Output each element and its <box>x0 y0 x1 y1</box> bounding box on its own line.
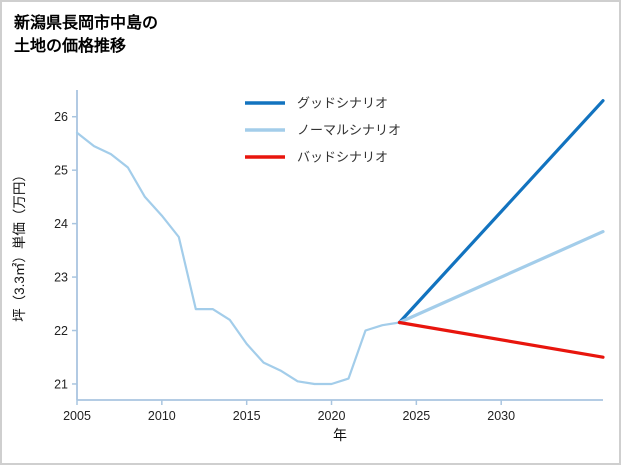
legend-label-good: グッドシナリオ <box>297 96 388 111</box>
x-tick-label-2020: 2020 <box>318 409 346 423</box>
x-tick-label-2025: 2025 <box>402 409 430 423</box>
y-tick-label-21: 21 <box>54 377 68 391</box>
x-tick-label-2015: 2015 <box>233 409 261 423</box>
chart-title: 新潟県長岡市中島の 土地の価格推移 <box>14 12 158 58</box>
x-tick-label-2030: 2030 <box>487 409 515 423</box>
series-line-history <box>75 131 401 386</box>
series-line-bad <box>397 320 605 359</box>
y-tick-label-24: 24 <box>54 217 68 231</box>
x-tick-label-2005: 2005 <box>63 409 91 423</box>
y-tick-label-22: 22 <box>54 324 68 338</box>
y-tick-label-23: 23 <box>54 271 68 285</box>
x-tick-label-2010: 2010 <box>148 409 176 423</box>
y-tick-label-26: 26 <box>54 110 68 124</box>
chart-title-line1: 新潟県長岡市中島の <box>14 15 159 32</box>
legend-label-bad: バッドシナリオ <box>297 150 388 165</box>
series-line-normal <box>397 230 605 325</box>
chart-title-line2: 土地の価格推移 <box>14 38 127 56</box>
x-axis-label: 年 <box>333 427 347 443</box>
y-tick-label-25: 25 <box>54 164 68 178</box>
y-axis-label: 坪（3.3㎡）単価（万円） <box>12 168 27 322</box>
series-line-good <box>397 99 605 325</box>
legend-label-normal: ノーマルシナリオ <box>297 123 401 138</box>
